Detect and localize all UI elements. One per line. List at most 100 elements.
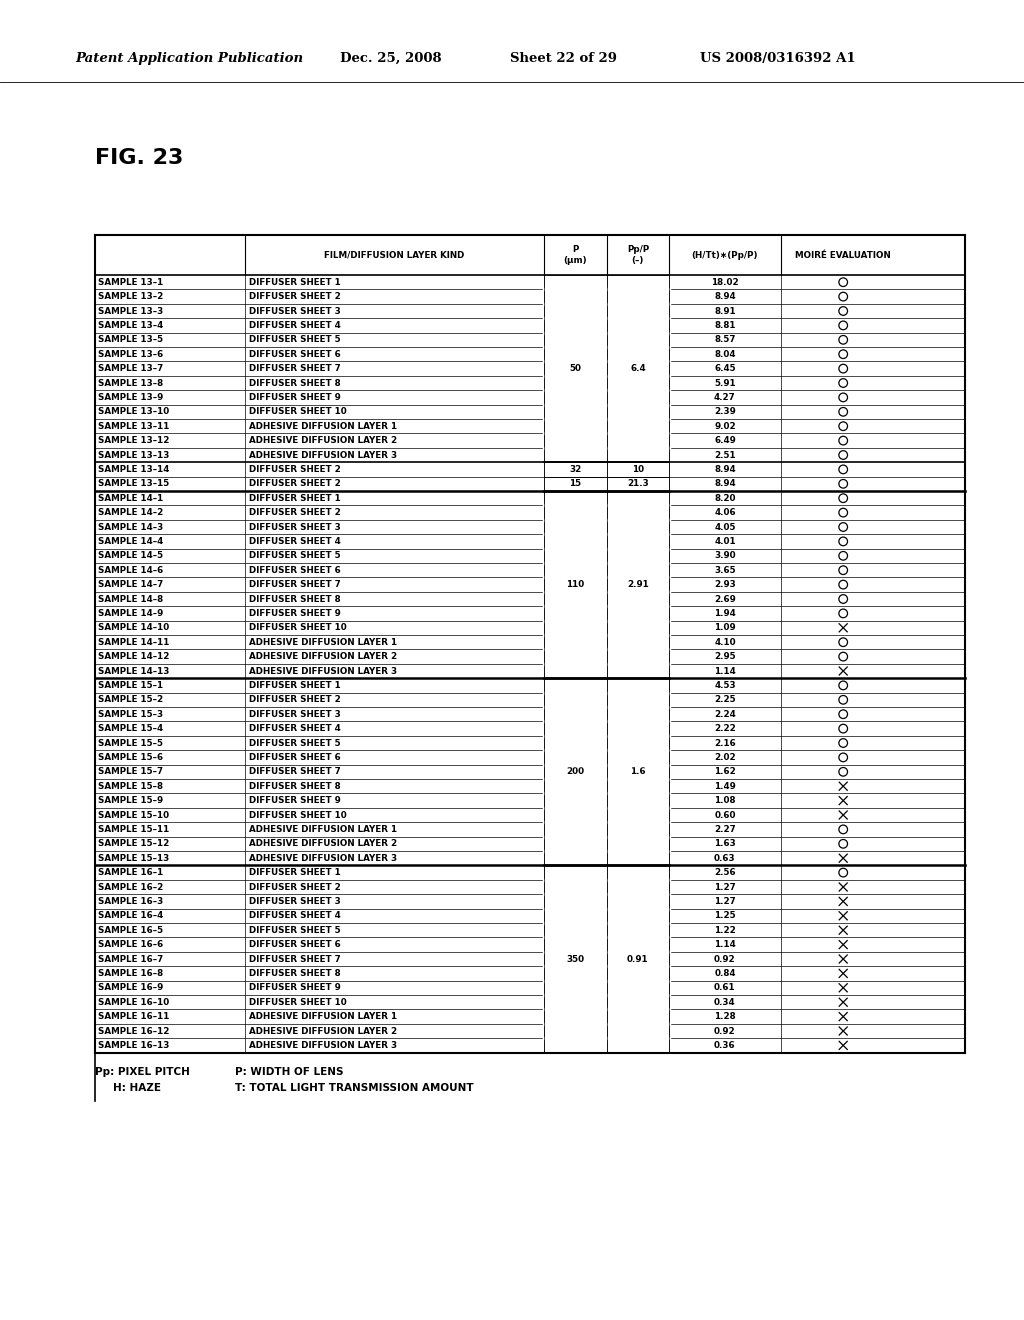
Text: DIFFUSER SHEET 2: DIFFUSER SHEET 2	[249, 883, 340, 891]
Text: 1.27: 1.27	[714, 883, 736, 891]
Text: DIFFUSER SHEET 2: DIFFUSER SHEET 2	[249, 479, 340, 488]
Text: SAMPLE 16–10: SAMPLE 16–10	[98, 998, 169, 1007]
Text: DIFFUSER SHEET 3: DIFFUSER SHEET 3	[249, 523, 340, 532]
Text: 21.3: 21.3	[627, 479, 649, 488]
Text: Dec. 25, 2008: Dec. 25, 2008	[340, 51, 441, 65]
Text: SAMPLE 13–13: SAMPLE 13–13	[98, 450, 169, 459]
Text: 110: 110	[566, 579, 585, 589]
Text: SAMPLE 14–2: SAMPLE 14–2	[98, 508, 163, 517]
Text: ADHESIVE DIFFUSION LAYER 2: ADHESIVE DIFFUSION LAYER 2	[249, 840, 396, 849]
Text: ADHESIVE DIFFUSION LAYER 1: ADHESIVE DIFFUSION LAYER 1	[249, 638, 396, 647]
Text: SAMPLE 16–3: SAMPLE 16–3	[98, 896, 163, 906]
Text: ADHESIVE DIFFUSION LAYER 3: ADHESIVE DIFFUSION LAYER 3	[249, 667, 396, 676]
Text: 2.93: 2.93	[714, 579, 736, 589]
Text: 1.27: 1.27	[714, 896, 736, 906]
Text: 8.20: 8.20	[714, 494, 735, 503]
Text: 8.91: 8.91	[714, 306, 735, 315]
Text: SAMPLE 13–6: SAMPLE 13–6	[98, 350, 163, 359]
Text: SAMPLE 14–5: SAMPLE 14–5	[98, 552, 163, 560]
Text: ADHESIVE DIFFUSION LAYER 2: ADHESIVE DIFFUSION LAYER 2	[249, 652, 396, 661]
Text: Sheet 22 of 29: Sheet 22 of 29	[510, 51, 617, 65]
Text: DIFFUSER SHEET 3: DIFFUSER SHEET 3	[249, 306, 340, 315]
Text: SAMPLE 15–4: SAMPLE 15–4	[98, 725, 163, 733]
Text: 6.45: 6.45	[714, 364, 735, 374]
Text: 9.02: 9.02	[714, 421, 735, 430]
Text: SAMPLE 13–15: SAMPLE 13–15	[98, 479, 169, 488]
Text: 8.57: 8.57	[714, 335, 735, 345]
Text: SAMPLE 13–10: SAMPLE 13–10	[98, 408, 169, 416]
Text: SAMPLE 14–13: SAMPLE 14–13	[98, 667, 169, 676]
Text: FIG. 23: FIG. 23	[95, 148, 183, 168]
Text: SAMPLE 15–6: SAMPLE 15–6	[98, 752, 163, 762]
Text: ADHESIVE DIFFUSION LAYER 1: ADHESIVE DIFFUSION LAYER 1	[249, 1012, 396, 1022]
Text: ADHESIVE DIFFUSION LAYER 3: ADHESIVE DIFFUSION LAYER 3	[249, 1041, 396, 1049]
Text: SAMPLE 14–10: SAMPLE 14–10	[98, 623, 169, 632]
Text: DIFFUSER SHEET 5: DIFFUSER SHEET 5	[249, 552, 340, 560]
Text: 0.84: 0.84	[714, 969, 735, 978]
Text: 5.91: 5.91	[714, 379, 735, 388]
Text: SAMPLE 16–1: SAMPLE 16–1	[98, 869, 163, 876]
Text: DIFFUSER SHEET 5: DIFFUSER SHEET 5	[249, 738, 340, 747]
Text: SAMPLE 15–1: SAMPLE 15–1	[98, 681, 163, 690]
Text: 1.14: 1.14	[714, 940, 736, 949]
Text: DIFFUSER SHEET 7: DIFFUSER SHEET 7	[249, 364, 340, 374]
Text: 8.04: 8.04	[714, 350, 735, 359]
Text: SAMPLE 16–7: SAMPLE 16–7	[98, 954, 163, 964]
Text: 4.01: 4.01	[714, 537, 735, 546]
Text: SAMPLE 16–4: SAMPLE 16–4	[98, 911, 163, 920]
Text: SAMPLE 14–7: SAMPLE 14–7	[98, 579, 163, 589]
Text: Pp/P
(–): Pp/P (–)	[627, 246, 649, 265]
Text: 2.16: 2.16	[714, 738, 736, 747]
Text: DIFFUSER SHEET 4: DIFFUSER SHEET 4	[249, 911, 340, 920]
Text: DIFFUSER SHEET 3: DIFFUSER SHEET 3	[249, 710, 340, 718]
Text: SAMPLE 15–3: SAMPLE 15–3	[98, 710, 163, 718]
Text: SAMPLE 14–3: SAMPLE 14–3	[98, 523, 163, 532]
Text: 1.25: 1.25	[714, 911, 735, 920]
Text: SAMPLE 13–9: SAMPLE 13–9	[98, 393, 163, 401]
Text: DIFFUSER SHEET 7: DIFFUSER SHEET 7	[249, 954, 340, 964]
Text: 1.49: 1.49	[714, 781, 736, 791]
Text: 50: 50	[569, 364, 582, 374]
Text: DIFFUSER SHEET 4: DIFFUSER SHEET 4	[249, 321, 340, 330]
Text: 2.56: 2.56	[714, 869, 735, 876]
Text: DIFFUSER SHEET 4: DIFFUSER SHEET 4	[249, 725, 340, 733]
Text: 18.02: 18.02	[711, 277, 738, 286]
Text: SAMPLE 15–10: SAMPLE 15–10	[98, 810, 169, 820]
Text: 1.14: 1.14	[714, 667, 736, 676]
Text: SAMPLE 13–12: SAMPLE 13–12	[98, 436, 169, 445]
Text: SAMPLE 14–1: SAMPLE 14–1	[98, 494, 163, 503]
Text: 8.81: 8.81	[714, 321, 735, 330]
Text: SAMPLE 16–11: SAMPLE 16–11	[98, 1012, 169, 1022]
Text: P: WIDTH OF LENS: P: WIDTH OF LENS	[234, 1067, 343, 1077]
Text: DIFFUSER SHEET 1: DIFFUSER SHEET 1	[249, 681, 340, 690]
Text: SAMPLE 16–2: SAMPLE 16–2	[98, 883, 163, 891]
Text: DIFFUSER SHEET 2: DIFFUSER SHEET 2	[249, 292, 340, 301]
Text: SAMPLE 14–4: SAMPLE 14–4	[98, 537, 163, 546]
Text: DIFFUSER SHEET 10: DIFFUSER SHEET 10	[249, 408, 346, 416]
Text: 0.92: 0.92	[714, 1027, 735, 1035]
Text: 32: 32	[569, 465, 582, 474]
Text: SAMPLE 15–11: SAMPLE 15–11	[98, 825, 169, 834]
Text: (H/Tt)∗(Pp/P): (H/Tt)∗(Pp/P)	[691, 251, 758, 260]
Text: SAMPLE 16–5: SAMPLE 16–5	[98, 925, 163, 935]
Text: ADHESIVE DIFFUSION LAYER 3: ADHESIVE DIFFUSION LAYER 3	[249, 450, 396, 459]
Text: ADHESIVE DIFFUSION LAYER 2: ADHESIVE DIFFUSION LAYER 2	[249, 436, 396, 445]
Text: 2.02: 2.02	[714, 752, 735, 762]
Text: 0.34: 0.34	[714, 998, 735, 1007]
Text: 6.49: 6.49	[714, 436, 736, 445]
Text: 1.08: 1.08	[714, 796, 735, 805]
Text: ADHESIVE DIFFUSION LAYER 2: ADHESIVE DIFFUSION LAYER 2	[249, 1027, 396, 1035]
Text: DIFFUSER SHEET 10: DIFFUSER SHEET 10	[249, 998, 346, 1007]
Text: 4.27: 4.27	[714, 393, 736, 401]
Text: 1.63: 1.63	[714, 840, 736, 849]
Text: SAMPLE 13–7: SAMPLE 13–7	[98, 364, 163, 374]
Text: SAMPLE 14–9: SAMPLE 14–9	[98, 609, 163, 618]
Text: 10: 10	[632, 465, 644, 474]
Text: 15: 15	[569, 479, 582, 488]
Text: FILM/DIFFUSION LAYER KIND: FILM/DIFFUSION LAYER KIND	[324, 251, 465, 260]
Text: DIFFUSER SHEET 9: DIFFUSER SHEET 9	[249, 983, 340, 993]
Text: 2.95: 2.95	[714, 652, 735, 661]
Text: SAMPLE 13–1: SAMPLE 13–1	[98, 277, 163, 286]
Text: 0.91: 0.91	[627, 954, 648, 964]
Text: 2.27: 2.27	[714, 825, 736, 834]
